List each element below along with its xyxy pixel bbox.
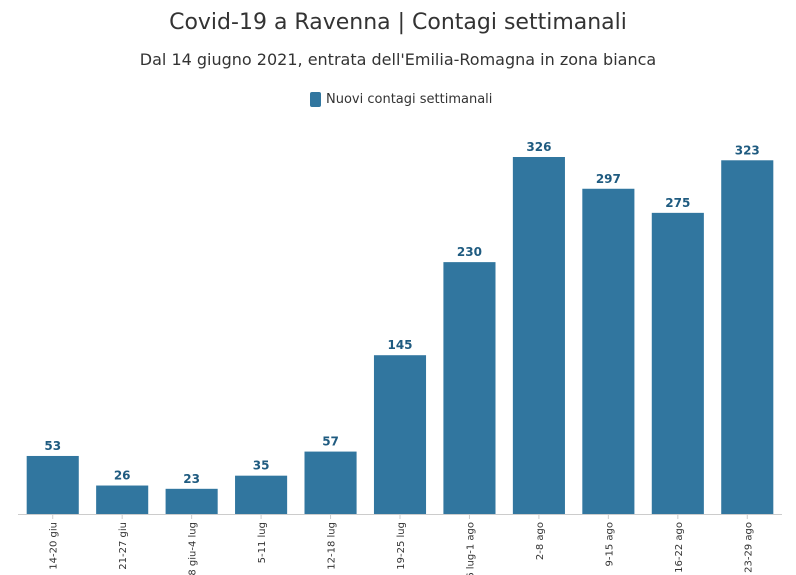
x-tick-label: 23-29 ago <box>743 522 754 573</box>
legend-swatch <box>310 92 321 107</box>
x-tick-label: 14-20 giu <box>49 522 60 570</box>
x-tick-label: 9-15 ago <box>604 522 615 566</box>
x-tick-label: 5-11 lug <box>257 522 268 563</box>
bar-value-label: 326 <box>526 140 551 154</box>
bar-value-label: 53 <box>44 439 61 453</box>
bar-value-label: 323 <box>735 143 760 157</box>
x-tick-label: 21-27 giu <box>118 522 129 570</box>
x-tick-label: 26 lug-1 ago <box>465 522 476 575</box>
bar <box>443 262 496 514</box>
bar-value-label: 57 <box>322 435 339 449</box>
bar <box>26 455 79 514</box>
bars-group: 53 26 23 35 57 145 230 326 297 275 323 <box>26 140 774 515</box>
bar-value-label: 35 <box>253 459 270 473</box>
bar-value-label: 297 <box>596 172 621 186</box>
bar-value-label: 275 <box>665 196 690 210</box>
x-tick-label: 16-22 ago <box>674 522 685 573</box>
bar-value-label: 23 <box>183 472 200 486</box>
legend-label: Nuovi contagi settimanali <box>326 92 493 107</box>
bar <box>304 451 357 514</box>
bar-value-label: 26 <box>114 469 131 483</box>
chart-title: Covid-19 a Ravenna | Contagi settimanali <box>169 10 627 35</box>
bar <box>721 160 774 514</box>
bar-value-label: 230 <box>457 245 482 259</box>
bar <box>165 488 218 514</box>
bar <box>512 157 565 514</box>
x-tick-label: 28 giu-4 lug <box>188 522 199 575</box>
chart-legend: Nuovi contagi settimanali <box>310 92 492 107</box>
bar <box>651 212 704 515</box>
chart-subtitle: Dal 14 giugno 2021, entrata dell'Emilia-… <box>139 50 657 69</box>
bar-value-label: 145 <box>387 338 412 352</box>
bar <box>96 485 149 514</box>
x-tick-label: 19-25 lug <box>396 522 407 570</box>
x-ticks-group: 14-20 giu 21-27 giu 28 giu-4 lug 5-11 lug 12… <box>49 514 754 575</box>
bar <box>582 188 635 514</box>
bar <box>235 475 288 514</box>
x-tick-label: 2-8 ago <box>535 522 546 560</box>
bar <box>373 355 427 514</box>
x-tick-label: 12-18 lug <box>327 522 338 570</box>
